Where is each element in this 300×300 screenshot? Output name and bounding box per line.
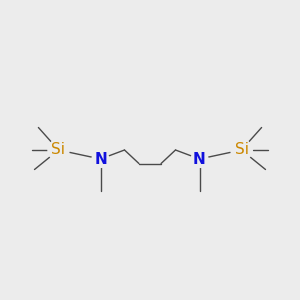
- Circle shape: [191, 151, 208, 167]
- Circle shape: [48, 140, 69, 160]
- Text: Si: Si: [52, 142, 65, 158]
- Text: N: N: [193, 152, 206, 166]
- Circle shape: [92, 151, 109, 167]
- Circle shape: [231, 140, 252, 160]
- Text: Si: Si: [235, 142, 248, 158]
- Text: N: N: [94, 152, 107, 166]
